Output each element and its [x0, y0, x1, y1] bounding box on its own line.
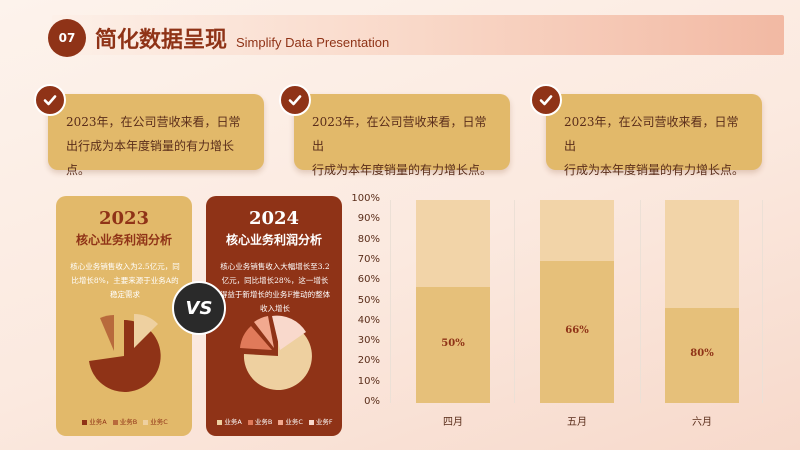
- info-card-1: 2023年，在公司营收来看，日常 出行成为本年度销量的有力增长点。: [48, 94, 264, 177]
- desc-line: 亿元，同比增长28%，这一增长: [221, 276, 329, 285]
- grid-line: [762, 200, 763, 403]
- x-tick-label: 六月: [692, 417, 712, 428]
- check-icon: [34, 84, 66, 116]
- legend: 业务A 业务B 业务C: [64, 416, 186, 426]
- panel-heading: 核心业务利润分析: [225, 233, 322, 247]
- page-subtitle: Simplify Data Presentation: [236, 35, 390, 50]
- data-label: 66%: [565, 324, 589, 336]
- panel-year: 2024: [248, 208, 300, 229]
- legend-item: 业务C: [278, 416, 303, 426]
- legend-label: 业务B: [119, 418, 138, 426]
- vs-badge: VS: [172, 281, 226, 335]
- info-card-2: 2023年，在公司营收来看，日常出 行成为本年度销量的有力增长点。: [294, 94, 510, 177]
- pie-slice-b: [240, 326, 272, 350]
- check-icon: [279, 84, 311, 116]
- desc-line: 收入增长: [260, 304, 290, 313]
- desc-line: 核心业务销售收入为2.5亿元，同: [70, 262, 180, 271]
- header-bar: [52, 15, 784, 55]
- legend-label: 业务C: [150, 418, 168, 426]
- x-tick-label: 五月: [567, 417, 587, 428]
- bar: [540, 260, 614, 403]
- y-tick-label: 70%: [357, 253, 380, 265]
- y-tick-label: 40%: [357, 314, 380, 326]
- card-text-line: 2023年，在公司营收来看，日常: [66, 115, 241, 129]
- section-number: 07: [48, 19, 86, 57]
- card-text-line: 行成为本年度销量的有力增长点。: [312, 163, 493, 177]
- x-tick-label: 四月: [443, 417, 463, 428]
- legend: 业务A 业务B 业务C 业务F: [214, 416, 336, 426]
- legend-label: 业务B: [254, 418, 273, 426]
- y-tick-label: 100%: [351, 193, 380, 204]
- desc-line: 比增长8%，主要来源于业务A的: [71, 276, 179, 285]
- data-label: 80%: [690, 348, 714, 360]
- pie-slice-b: [100, 315, 114, 351]
- pie-slice-f: [272, 315, 306, 350]
- legend-item: 业务A: [82, 416, 107, 426]
- data-label: 50%: [441, 338, 465, 350]
- legend-label: 业务A: [89, 418, 107, 426]
- page-title: 简化数据呈现: [95, 28, 228, 53]
- card-text-line: 2023年，在公司营收来看，日常出: [564, 115, 739, 153]
- y-tick-label: 50%: [357, 294, 380, 306]
- legend-item: 业务F: [308, 416, 333, 426]
- y-tick-label: 0%: [364, 396, 380, 407]
- bar: [416, 287, 490, 403]
- panel-description: 核心业务销售收入为2.5亿元，同 比增长8%，主要来源于业务A的 稳定需求: [68, 260, 182, 302]
- legend-label: 业务F: [315, 418, 333, 426]
- grid-line: [514, 200, 515, 403]
- y-tick-label: 60%: [357, 274, 380, 286]
- grid-line: [640, 200, 641, 403]
- panel-2023: 2023 核心业务利润分析 核心业务销售收入为2.5亿元，同 比增长8%，主要来…: [56, 196, 192, 436]
- card-text-line: 2023年，在公司营收来看，日常出: [312, 115, 487, 153]
- bar: [665, 307, 739, 403]
- y-tick-label: 30%: [357, 335, 380, 347]
- y-tick-label: 90%: [357, 213, 380, 225]
- desc-line: 稳定需求: [110, 290, 140, 299]
- legend-item: 业务C: [143, 416, 168, 426]
- panel-description: 核心业务销售收入大幅增长至3.2 亿元，同比增长28%，这一增长 得益于新增长的…: [218, 260, 332, 316]
- legend-label: 业务C: [285, 418, 303, 426]
- y-tick-label: 10%: [357, 375, 380, 387]
- desc-line: 核心业务销售收入大幅增长至3.2: [220, 262, 330, 271]
- pie-slice-c: [134, 314, 158, 348]
- grid-line: [390, 200, 391, 403]
- y-tick-label: 20%: [357, 355, 380, 367]
- card-text-line: 出行成为本年度销量的有力增长点。: [66, 139, 235, 177]
- panel-2024: 2024 核心业务利润分析 核心业务销售收入大幅增长至3.2 亿元，同比增长28…: [206, 196, 342, 436]
- legend-label: 业务A: [224, 418, 242, 426]
- legend-item: 业务B: [112, 416, 138, 426]
- card-text-line: 行成为本年度销量的有力增长点。: [564, 163, 745, 177]
- pie-chart-2023: [89, 314, 161, 392]
- pie-chart-2024: [240, 315, 312, 390]
- desc-line: 得益于新增长的业务F推动的整体: [219, 290, 331, 299]
- pie-slice-c: [254, 316, 274, 348]
- info-card-3: 2023年，在公司营收来看，日常出 行成为本年度销量的有力增长点。: [546, 94, 762, 177]
- check-icon: [530, 84, 562, 116]
- y-tick-label: 80%: [357, 233, 380, 245]
- legend-item: 业务B: [247, 416, 273, 426]
- panel-heading: 核心业务利润分析: [75, 233, 172, 247]
- panel-year: 2023: [98, 208, 150, 229]
- legend-item: 业务A: [217, 416, 242, 426]
